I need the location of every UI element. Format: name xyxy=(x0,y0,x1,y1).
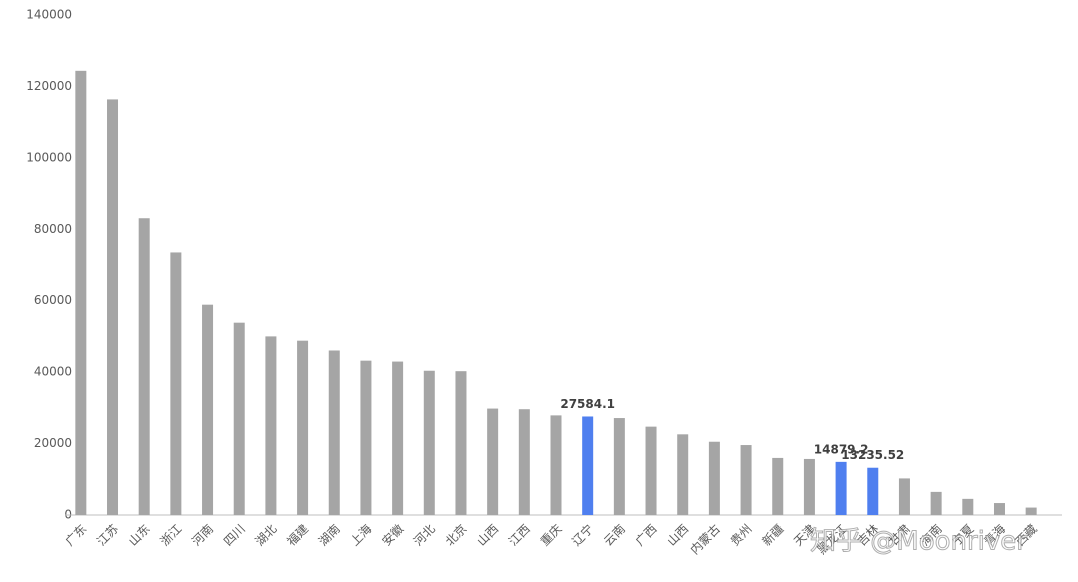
bar xyxy=(708,441,720,515)
bar xyxy=(297,340,309,515)
bar xyxy=(898,478,910,515)
bar xyxy=(487,408,499,515)
bar xyxy=(930,491,942,515)
x-tick-label: 山西 xyxy=(474,522,501,549)
x-tick-label: 山东 xyxy=(126,522,153,549)
bar xyxy=(550,415,562,515)
bar xyxy=(962,498,974,515)
data-label: 27584.1 xyxy=(560,397,615,411)
y-tick-label: 80000 xyxy=(34,222,72,236)
data-label: 14879.2 xyxy=(814,442,869,456)
x-tick-label: 新疆 xyxy=(759,521,787,549)
y-tick-label: 120000 xyxy=(26,79,72,93)
x-tick-label: 河北 xyxy=(411,522,438,549)
x-tick-label: 江西 xyxy=(506,522,533,549)
bar xyxy=(518,409,530,515)
x-tick-label: 辽宁 xyxy=(569,521,597,549)
bar xyxy=(423,370,435,515)
bar xyxy=(75,70,87,515)
bar xyxy=(613,418,625,515)
bar xyxy=(107,99,119,515)
x-tick-label: 重庆 xyxy=(538,522,565,549)
bar xyxy=(455,371,467,515)
x-tick-label: 湖南 xyxy=(315,521,343,549)
x-tick-label: 浙江 xyxy=(158,522,185,549)
bar xyxy=(265,336,277,515)
bar xyxy=(202,304,214,515)
bar xyxy=(740,445,752,515)
bar xyxy=(867,467,879,515)
bar xyxy=(677,434,689,515)
bar xyxy=(392,361,404,515)
data-label: 13235.52 xyxy=(841,448,904,462)
bar xyxy=(835,461,847,515)
x-tick-label: 福建 xyxy=(284,521,312,549)
x-tick-label: 内蒙古 xyxy=(687,521,723,557)
bar xyxy=(803,458,815,515)
bar xyxy=(138,218,150,515)
x-tick-label: 山西 xyxy=(664,522,691,549)
y-tick-label: 60000 xyxy=(34,293,72,307)
y-tick-label: 20000 xyxy=(34,436,72,450)
y-tick-label: 40000 xyxy=(34,365,72,379)
bar xyxy=(360,360,372,515)
x-tick-label: 北京 xyxy=(443,522,470,549)
x-tick-label: 河南 xyxy=(189,521,217,549)
y-tick-label: 140000 xyxy=(26,8,72,22)
x-tick-label: 四川 xyxy=(221,522,248,549)
x-tick-label: 安徽 xyxy=(379,521,407,549)
bar xyxy=(993,503,1005,515)
x-tick-label: 云南 xyxy=(600,521,628,549)
bar xyxy=(233,322,245,515)
y-tick-label: 100000 xyxy=(26,150,72,164)
bar xyxy=(170,252,182,515)
bar xyxy=(772,457,784,515)
bar xyxy=(582,416,594,515)
x-tick-label: 上海 xyxy=(347,521,375,549)
x-tick-label: 贵州 xyxy=(728,522,755,549)
bar xyxy=(1025,507,1037,515)
x-tick-label: 江苏 xyxy=(94,522,121,549)
x-tick-label: 广西 xyxy=(633,522,660,549)
watermark: 知乎 @Moonriver xyxy=(810,527,1027,557)
x-tick-label: 湖北 xyxy=(252,521,280,549)
bar xyxy=(645,426,657,515)
x-tick-label: 广东 xyxy=(63,522,90,549)
bar xyxy=(328,350,340,515)
